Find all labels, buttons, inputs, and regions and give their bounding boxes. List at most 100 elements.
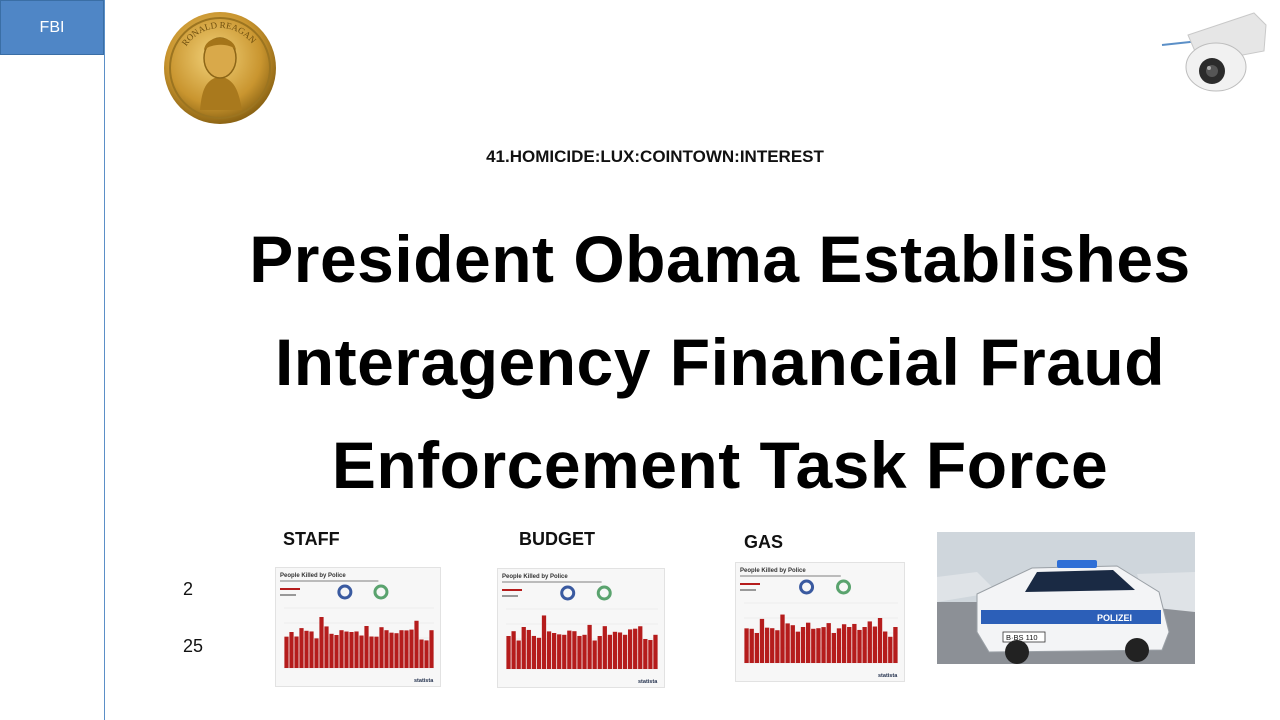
infographic-bar bbox=[319, 617, 324, 668]
infographic-bar bbox=[562, 634, 567, 669]
infographic-bar bbox=[344, 631, 349, 668]
infographic-bar bbox=[394, 633, 399, 668]
infographic-bar bbox=[643, 639, 648, 669]
headline-line-2: Interagency Financial Fraud bbox=[274, 325, 1166, 399]
infographic-bar bbox=[888, 636, 893, 663]
infographic-donut bbox=[560, 585, 576, 601]
infographic-bar bbox=[795, 631, 801, 663]
infographic-bar bbox=[759, 618, 765, 663]
infographic-title: People Killed by Police bbox=[740, 568, 806, 574]
infographic-bar bbox=[374, 636, 379, 668]
infographic-bar bbox=[806, 622, 811, 663]
infographic-bar bbox=[384, 630, 389, 668]
infographic-donut bbox=[373, 584, 389, 600]
infographic-bar bbox=[612, 631, 618, 669]
infographic-title: People Killed by Police bbox=[280, 573, 346, 579]
infographic-bar bbox=[744, 628, 749, 663]
infographic-bar bbox=[359, 635, 364, 668]
infographic-bar bbox=[811, 628, 816, 663]
infographic-title: People Killed by Police bbox=[502, 574, 568, 580]
infographic-caption-line bbox=[740, 575, 841, 577]
infographic-bar bbox=[552, 633, 557, 669]
infographic-bar bbox=[567, 630, 572, 669]
infographic-bar bbox=[541, 615, 547, 669]
infographic-bar bbox=[780, 614, 785, 663]
infographic-bar bbox=[314, 638, 319, 668]
infographic-caption-line bbox=[502, 581, 602, 583]
infographic-bar bbox=[749, 628, 754, 663]
infographic-stat-line bbox=[740, 589, 756, 591]
reagan-coin-image: RONALD REAGAN bbox=[164, 12, 276, 124]
license-plate-text: B·BS 110 bbox=[1006, 633, 1038, 642]
infographic-bar bbox=[379, 627, 384, 668]
infographic-brand: statista bbox=[414, 678, 434, 684]
infographic-bar bbox=[836, 628, 842, 663]
infographic-bar bbox=[883, 631, 888, 663]
infographic-bar bbox=[587, 624, 592, 669]
infographic-donut bbox=[799, 579, 815, 595]
fbi-tab-label: FBI bbox=[39, 18, 65, 36]
infographic-bar bbox=[893, 627, 898, 663]
infographic-bar bbox=[633, 628, 638, 669]
infographic-bar bbox=[831, 633, 836, 663]
infographic-bar bbox=[389, 632, 394, 668]
infographic-bar bbox=[536, 637, 542, 669]
infographic-bar bbox=[546, 631, 552, 669]
infographic-bar bbox=[516, 640, 521, 669]
infographic-bar bbox=[577, 635, 582, 669]
infographic-bar bbox=[790, 625, 795, 663]
infographic-bar bbox=[289, 632, 294, 668]
infographic-bar bbox=[521, 627, 526, 669]
infographic-bar bbox=[592, 640, 597, 669]
infographic-bar bbox=[324, 626, 329, 668]
staff-infographic-graphic: People Killed by Police statista bbox=[280, 573, 434, 684]
infographic-bar bbox=[284, 636, 289, 668]
gas-infographic-graphic: People Killed by Police statista bbox=[740, 568, 898, 679]
infographic-bar bbox=[299, 628, 304, 668]
infographic-bar bbox=[857, 629, 862, 663]
infographic-bar bbox=[867, 621, 872, 663]
infographic-bar bbox=[764, 627, 770, 663]
infographic-bar bbox=[531, 635, 536, 669]
infographic-bar bbox=[557, 634, 562, 669]
infographic-bar bbox=[821, 627, 826, 663]
infographic-stat-line bbox=[740, 583, 760, 585]
staff-infographic-thumbnail: People Killed by Police statista bbox=[275, 567, 441, 687]
infographic-bar bbox=[334, 635, 339, 668]
infographic-bar bbox=[414, 620, 419, 668]
case-subtitle: 41.HOMICIDE:LUX:COINTOWN:INTEREST bbox=[486, 147, 824, 166]
infographic-stat-line bbox=[280, 594, 296, 596]
car-door-text: POLIZEI bbox=[1097, 613, 1132, 623]
infographic-bar bbox=[309, 631, 314, 668]
infographic-brand: statista bbox=[638, 679, 658, 685]
infographic-bar bbox=[572, 631, 577, 669]
infographic-bar bbox=[862, 627, 867, 663]
infographic-bar bbox=[847, 627, 852, 663]
budget-label: BUDGET bbox=[519, 529, 595, 549]
fbi-tab[interactable]: FBI bbox=[0, 0, 104, 55]
infographic-bar bbox=[841, 624, 847, 663]
infographic-bar bbox=[409, 629, 414, 668]
infographic-bar bbox=[754, 633, 759, 663]
infographic-bar bbox=[354, 631, 359, 668]
infographic-bar bbox=[339, 630, 344, 668]
infographic-bar bbox=[329, 633, 334, 668]
infographic-donut bbox=[596, 585, 612, 601]
infographic-bar bbox=[526, 629, 531, 669]
infographic-bar bbox=[785, 623, 790, 663]
infographic-bar bbox=[419, 639, 424, 668]
number-2: 2 bbox=[183, 579, 194, 599]
infographic-bar bbox=[294, 636, 299, 668]
infographic-bar bbox=[597, 636, 602, 669]
infographic-bar bbox=[369, 636, 374, 668]
budget-infographic-graphic: People Killed by Police statista bbox=[502, 574, 658, 685]
infographic-bar bbox=[622, 634, 628, 669]
security-camera-image bbox=[1161, 12, 1267, 92]
infographic-bar bbox=[511, 631, 516, 669]
infographic-caption-line bbox=[280, 580, 379, 582]
headline-line-3: Enforcement Task Force bbox=[331, 428, 1109, 502]
infographic-bar bbox=[399, 630, 404, 668]
infographic-bar bbox=[775, 630, 780, 663]
gas-label: GAS bbox=[744, 532, 784, 552]
infographic-bar bbox=[617, 632, 623, 669]
